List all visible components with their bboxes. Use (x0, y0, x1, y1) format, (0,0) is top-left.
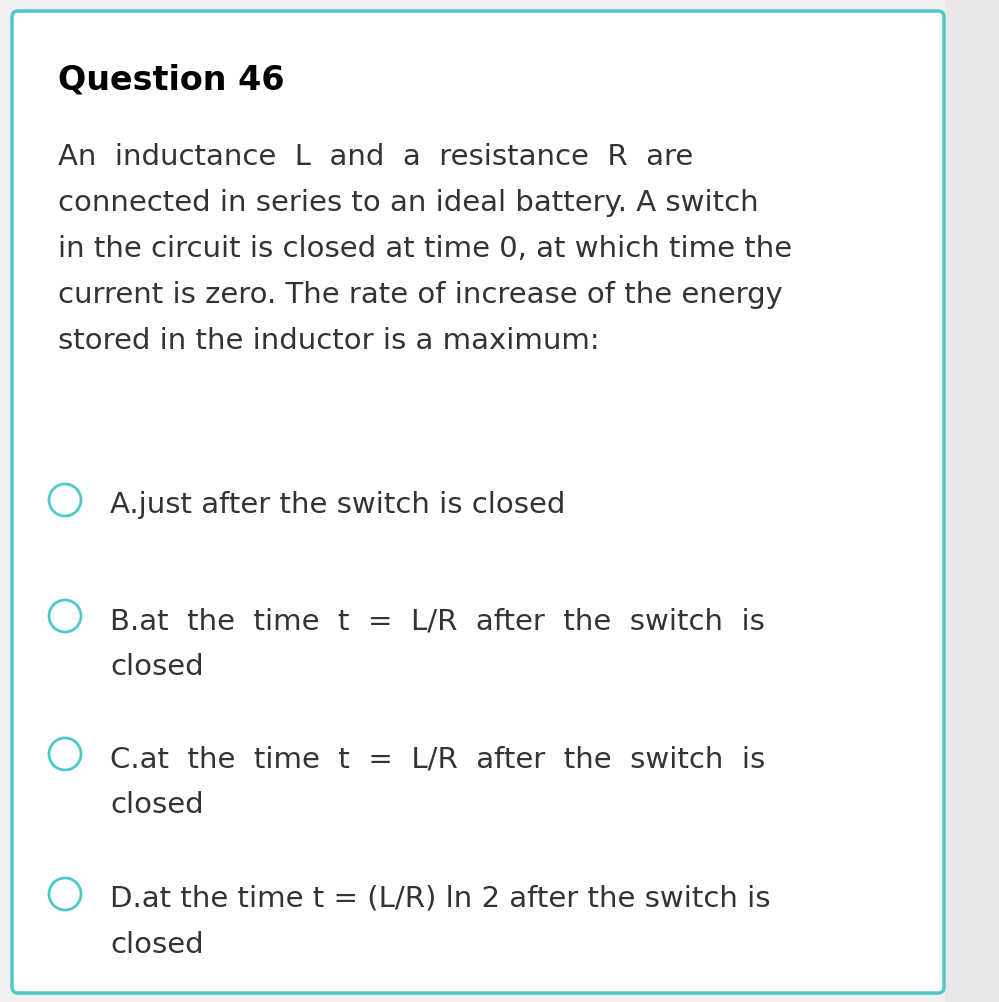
Text: closed: closed (110, 930, 204, 958)
Text: B.at  the  time  t  =  L/R  after  the  switch  is: B.at the time t = L/R after the switch i… (110, 606, 765, 634)
Text: D.at the time t = (L/R) ln 2 after the switch is: D.at the time t = (L/R) ln 2 after the s… (110, 884, 770, 912)
Text: connected in series to an ideal battery. A switch: connected in series to an ideal battery.… (58, 188, 758, 216)
Text: stored in the inductor is a maximum:: stored in the inductor is a maximum: (58, 327, 599, 355)
Circle shape (49, 485, 81, 516)
Circle shape (49, 878, 81, 910)
Text: closed: closed (110, 652, 204, 680)
Text: in the circuit is closed at time 0, at which time the: in the circuit is closed at time 0, at w… (58, 234, 792, 263)
FancyBboxPatch shape (12, 12, 944, 993)
Circle shape (49, 738, 81, 771)
Text: C.at  the  time  t  =  L/R  after  the  switch  is: C.at the time t = L/R after the switch i… (110, 744, 765, 773)
Circle shape (49, 600, 81, 632)
Bar (945, 0, 999, 1002)
Text: current is zero. The rate of increase of the energy: current is zero. The rate of increase of… (58, 281, 783, 309)
Text: closed: closed (110, 791, 204, 819)
Text: An  inductance  L  and  a  resistance  R  are: An inductance L and a resistance R are (58, 143, 693, 170)
Text: Question 46: Question 46 (58, 63, 285, 96)
Text: A.just after the switch is closed: A.just after the switch is closed (110, 491, 565, 518)
